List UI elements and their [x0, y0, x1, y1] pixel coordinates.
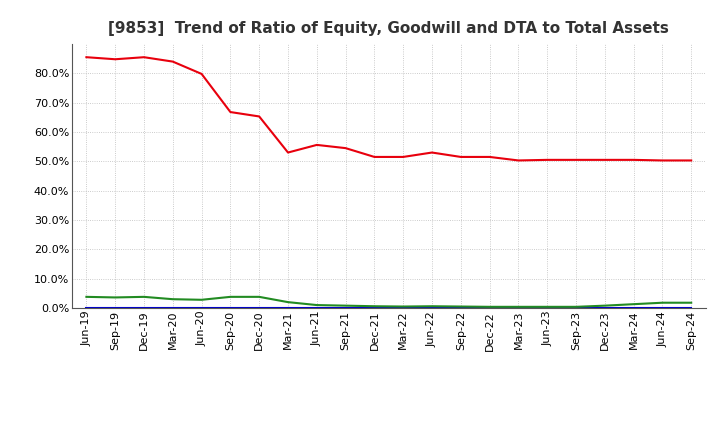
Equity: [514, 158, 523, 163]
Deferred Tax Assets: [284, 300, 292, 305]
Equity: [111, 57, 120, 62]
Line: Deferred Tax Assets: Deferred Tax Assets: [86, 297, 691, 307]
Equity: [226, 110, 235, 115]
Goodwill: [370, 305, 379, 310]
Goodwill: [428, 305, 436, 310]
Goodwill: [226, 305, 235, 310]
Line: Equity: Equity: [86, 57, 691, 161]
Goodwill: [485, 305, 494, 310]
Deferred Tax Assets: [255, 294, 264, 300]
Equity: [168, 59, 177, 64]
Goodwill: [140, 305, 148, 310]
Deferred Tax Assets: [514, 304, 523, 309]
Goodwill: [572, 305, 580, 310]
Goodwill: [197, 305, 206, 310]
Equity: [312, 142, 321, 147]
Deferred Tax Assets: [312, 302, 321, 308]
Equity: [629, 157, 638, 162]
Goodwill: [629, 305, 638, 310]
Goodwill: [341, 305, 350, 310]
Goodwill: [255, 305, 264, 310]
Deferred Tax Assets: [658, 300, 667, 305]
Goodwill: [284, 305, 292, 310]
Equity: [600, 157, 609, 162]
Deferred Tax Assets: [456, 304, 465, 309]
Equity: [370, 154, 379, 160]
Goodwill: [514, 305, 523, 310]
Equity: [399, 154, 408, 160]
Deferred Tax Assets: [82, 294, 91, 300]
Deferred Tax Assets: [140, 294, 148, 300]
Deferred Tax Assets: [197, 297, 206, 302]
Goodwill: [543, 305, 552, 310]
Equity: [543, 157, 552, 162]
Equity: [456, 154, 465, 160]
Equity: [255, 114, 264, 119]
Deferred Tax Assets: [111, 295, 120, 300]
Deferred Tax Assets: [629, 301, 638, 307]
Equity: [485, 154, 494, 160]
Equity: [197, 71, 206, 77]
Deferred Tax Assets: [600, 303, 609, 308]
Equity: [341, 146, 350, 151]
Goodwill: [456, 305, 465, 310]
Equity: [572, 157, 580, 162]
Goodwill: [82, 305, 91, 310]
Deferred Tax Assets: [168, 297, 177, 302]
Deferred Tax Assets: [341, 303, 350, 308]
Goodwill: [687, 305, 696, 310]
Title: [9853]  Trend of Ratio of Equity, Goodwill and DTA to Total Assets: [9853] Trend of Ratio of Equity, Goodwil…: [109, 21, 669, 36]
Deferred Tax Assets: [226, 294, 235, 300]
Equity: [687, 158, 696, 163]
Equity: [658, 158, 667, 163]
Equity: [82, 55, 91, 60]
Deferred Tax Assets: [485, 304, 494, 309]
Equity: [140, 55, 148, 60]
Goodwill: [111, 305, 120, 310]
Deferred Tax Assets: [428, 304, 436, 309]
Deferred Tax Assets: [572, 304, 580, 309]
Goodwill: [658, 305, 667, 310]
Goodwill: [312, 305, 321, 310]
Goodwill: [168, 305, 177, 310]
Equity: [284, 150, 292, 155]
Deferred Tax Assets: [687, 300, 696, 305]
Deferred Tax Assets: [399, 304, 408, 309]
Goodwill: [600, 305, 609, 310]
Equity: [428, 150, 436, 155]
Goodwill: [399, 305, 408, 310]
Deferred Tax Assets: [543, 304, 552, 309]
Deferred Tax Assets: [370, 304, 379, 309]
